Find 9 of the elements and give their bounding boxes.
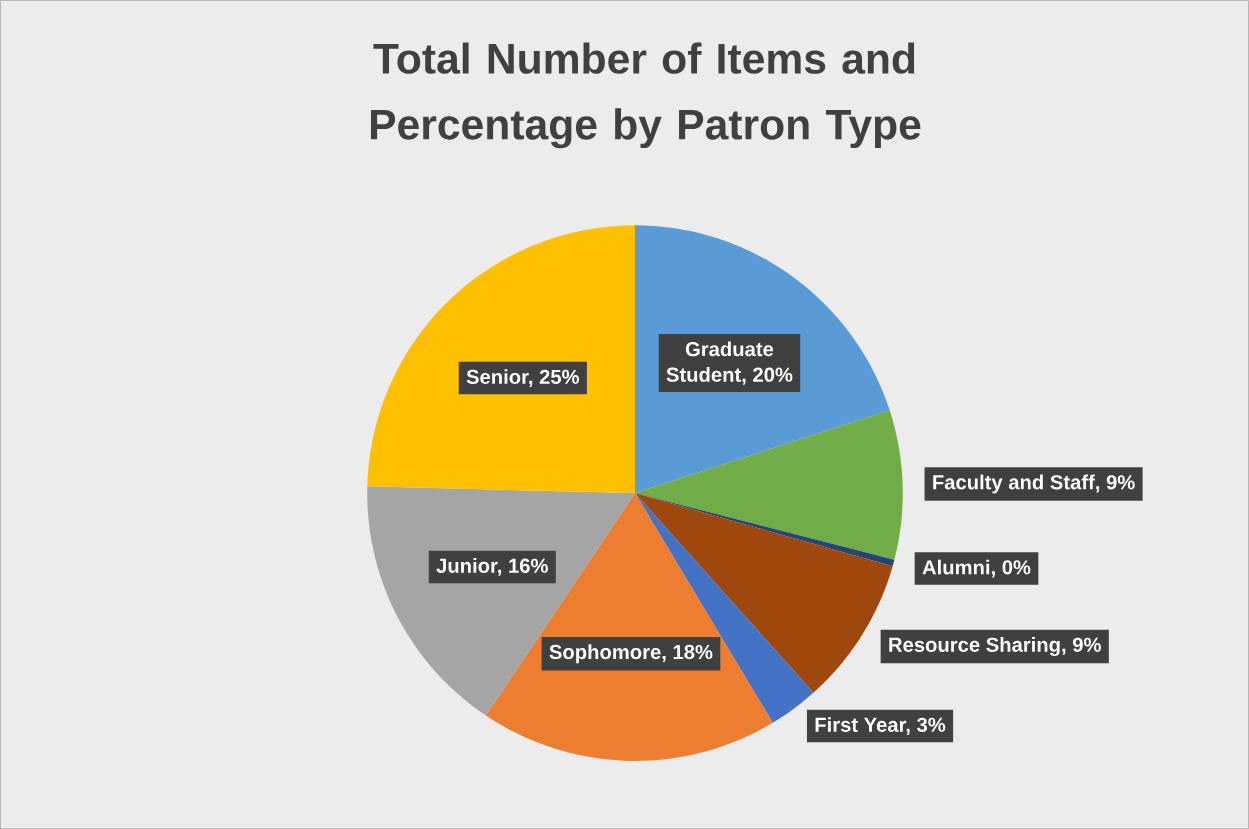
slice-label: Alumni, 0% bbox=[922, 559, 1031, 578]
slice-label: First Year, 3% bbox=[815, 716, 946, 735]
slice-label: Faculty and Staff, 9% bbox=[933, 474, 1135, 494]
chart-title: Total Number of Items and Percentage by Patron Type bbox=[370, 42, 921, 149]
slice-label: Sophomore, 18% bbox=[549, 644, 713, 663]
slice-label: Graduate Student, 20% bbox=[666, 341, 793, 385]
slice-label: Junior, 16% bbox=[436, 557, 548, 576]
slice-label: Senior, 25% bbox=[466, 369, 580, 387]
slice-label: Resource Sharing, 9% bbox=[889, 636, 1101, 656]
